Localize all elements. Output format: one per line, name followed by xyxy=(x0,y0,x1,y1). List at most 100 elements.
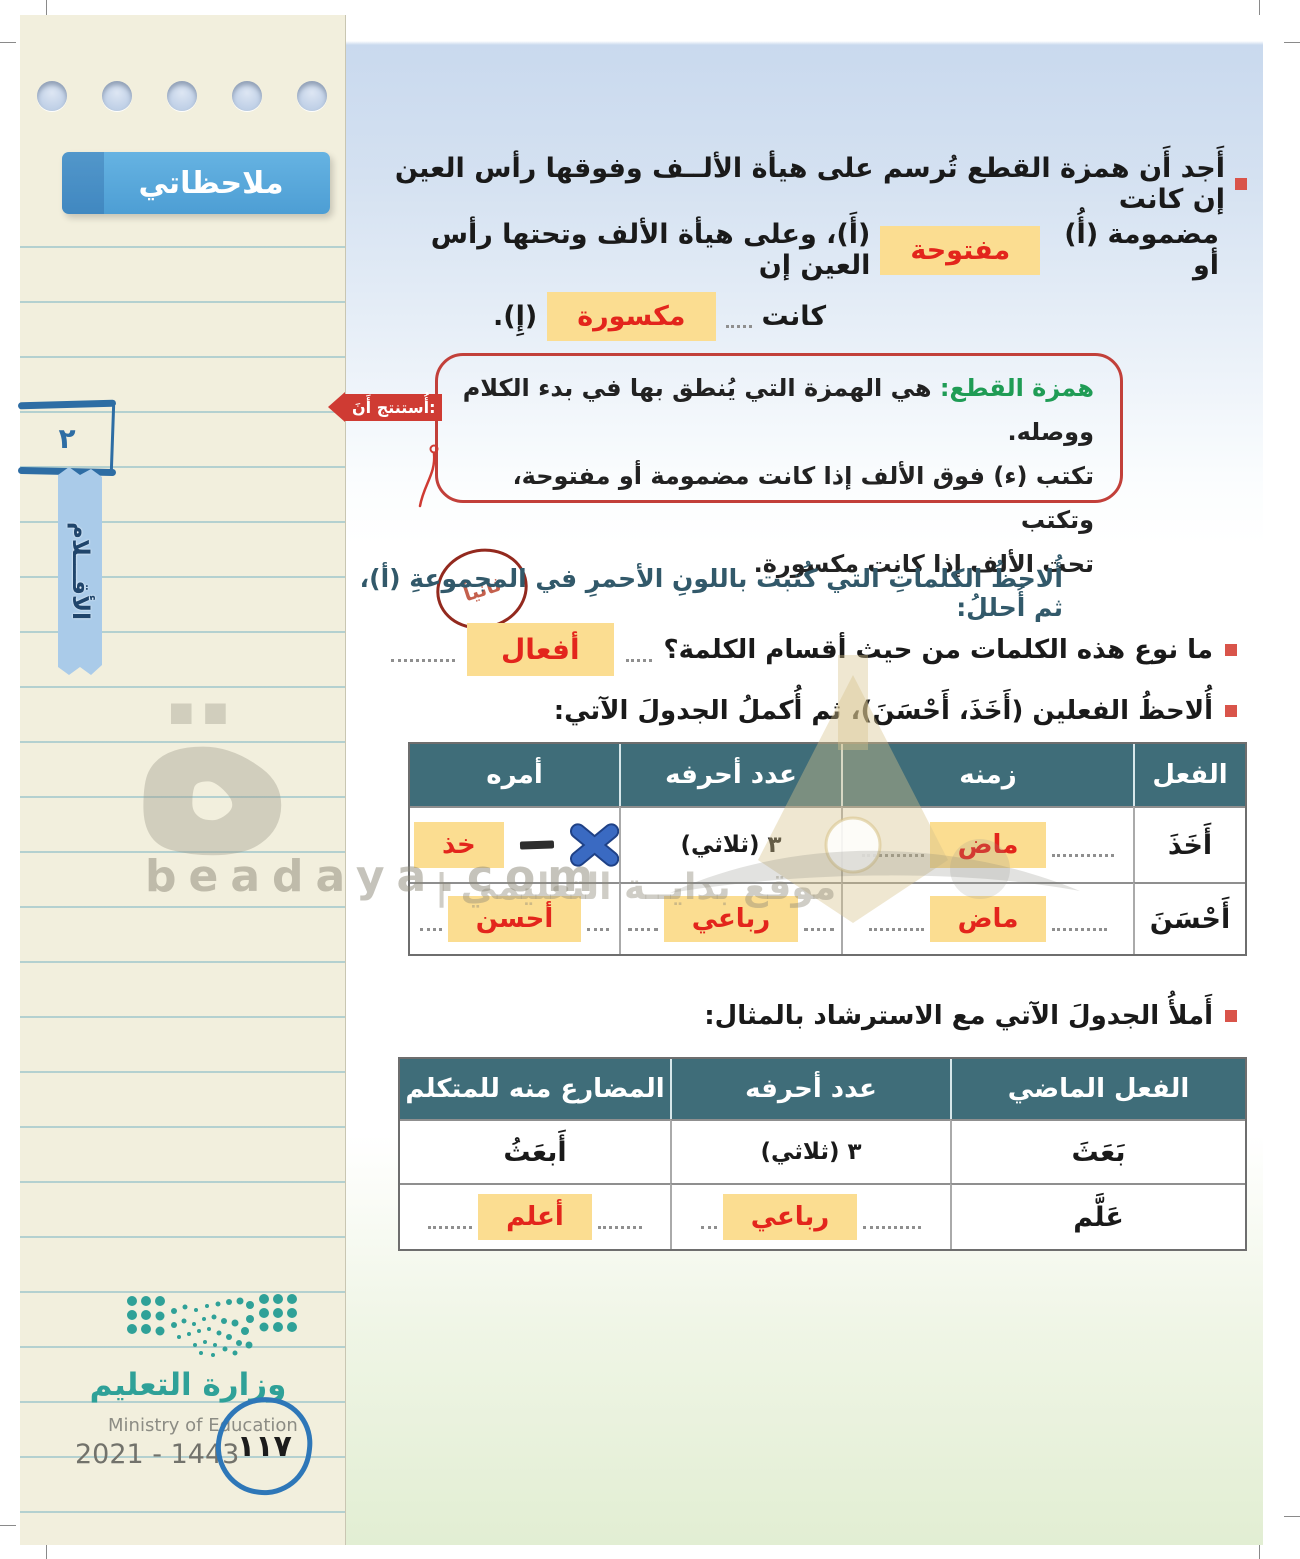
table-cell-verb: أَحْسَنَ xyxy=(1133,882,1245,954)
table-cell-letters: ٣ (ثلاثي) xyxy=(619,806,841,882)
decorative-squiggle-icon xyxy=(418,444,439,508)
table-cell-present: أَبعَثُ xyxy=(400,1119,670,1183)
dotted-line xyxy=(700,1223,717,1229)
answer-highlight: أعلم xyxy=(478,1194,592,1240)
fill-table-prompt: أَملأُ الجدولَ الآتي مع الاسترشاد بالمثا… xyxy=(704,1001,1237,1031)
dotted-line xyxy=(587,925,610,931)
intro-line2-post: (أَ)، وعلى هيأة الألف وتحتها رأس العين إ… xyxy=(430,219,871,281)
observe-words-heading: أُلاحظُ الكلماتِ التي كُتبت باللونِ الأح… xyxy=(359,564,1063,622)
crop-mark xyxy=(0,42,16,43)
column-header: زمنه xyxy=(841,744,1133,806)
past-present-table: الفعل الماضي عدد أحرفه المضارع منه للمتك… xyxy=(398,1057,1247,1251)
scanned-page: ملاحظاتي ٢ الأقـــلام ة xyxy=(17,15,1263,1545)
answer-highlight: أحسن xyxy=(447,896,582,942)
answer-highlight: رباعي xyxy=(722,1194,858,1240)
watermark-site-arabic: موقع بدايــة التعليمي | xyxy=(435,867,837,908)
observe-verbs-text: أُلاحظُ الفعلين (أَخَذَ، أَحْسَنَ)، ثم أ… xyxy=(553,696,1213,726)
dotted-line xyxy=(868,925,924,931)
dotted-line xyxy=(391,656,455,662)
punch-hole-icon xyxy=(297,81,327,111)
table-cell-imperative: خذ xyxy=(410,806,619,882)
column-header: عدد أحرفه xyxy=(670,1059,950,1119)
unit-number: ٢ xyxy=(58,421,76,455)
crop-mark xyxy=(1284,1516,1300,1517)
dotted-line xyxy=(1052,925,1108,931)
ministry-of-education-logo-icon xyxy=(127,1294,297,1357)
table-cell-letters: رباعي xyxy=(619,882,841,954)
column-header: عدد أحرفه xyxy=(619,744,841,806)
punch-hole-icon xyxy=(102,81,132,111)
rule-line1: تكتب (ء) فوق الألف إذا كانت مضمومة أو مف… xyxy=(512,462,1094,534)
arrow-tip xyxy=(328,392,345,422)
table-cell-past: بَعَثَ xyxy=(950,1119,1245,1183)
dash-mark-icon xyxy=(519,840,554,850)
table-cell-letters: ٣ (ثلاثي) xyxy=(670,1119,950,1183)
answer-highlight: رباعي xyxy=(663,896,799,942)
intro-line3-post: (إِ). xyxy=(493,300,538,332)
dotted-line xyxy=(627,925,658,931)
dotted-line xyxy=(625,656,652,662)
watermark-letter: ة xyxy=(130,588,296,914)
dotted-line xyxy=(863,1223,922,1229)
lesson-content: أَجد أَن همزة القطع تُرسم على هيأة الألـ… xyxy=(328,15,1263,1545)
dotted-line xyxy=(1052,851,1115,857)
dotted-line xyxy=(804,925,835,931)
dotted-line xyxy=(597,1223,642,1229)
table-cell-verb: أَخَذَ xyxy=(1133,806,1245,882)
unit-title-ribbon: الأقـــلام xyxy=(58,467,102,675)
question-line: ما نوع هذه الكلمات من حيث أقسام الكلمة؟ … xyxy=(391,623,1237,676)
bullet-square-icon xyxy=(1235,178,1247,190)
crop-mark xyxy=(0,1525,16,1526)
cross-mark-icon xyxy=(569,823,619,867)
my-notes-label: ملاحظاتي xyxy=(138,165,284,201)
table-cell-imperative: أحسن xyxy=(410,882,619,954)
fill-table-text: أَملأُ الجدولَ الآتي مع الاسترشاد بالمثا… xyxy=(704,1001,1213,1031)
dotted-line xyxy=(861,851,924,857)
punch-hole-icon xyxy=(37,81,67,111)
punch-hole-icon xyxy=(167,81,197,111)
column-header: الفعل xyxy=(1133,744,1245,806)
ministry-name-arabic: وزارة التعليم xyxy=(89,1367,287,1403)
edition-years: 2021 - 1443 xyxy=(75,1439,240,1470)
conclusion-arrow-label: أُستنتج أَنَ: xyxy=(345,393,443,421)
bullet-square-icon xyxy=(1225,1010,1237,1022)
answer-highlight: ماض xyxy=(929,896,1047,942)
crop-mark xyxy=(46,1534,47,1559)
watermark-site-url: beadaya.com xyxy=(145,851,606,902)
intro-line1: أَجد أَن همزة القطع تُرسم على هيأة الألـ… xyxy=(394,153,1225,215)
answer-highlight: مفتوحة xyxy=(880,225,1041,275)
intro-line3-pre: كانت xyxy=(761,300,827,332)
conclusion-box: همزة القطع: هي الهمزة التي يُنطق بها في … xyxy=(328,353,1123,578)
answer-highlight: خذ xyxy=(414,822,504,868)
dotted-line xyxy=(725,322,752,328)
verbs-analysis-table: الفعل زمنه عدد أحرفه أمره أَخَذَ ماض ٣ (… xyxy=(408,742,1247,956)
answer-highlight: مكسورة xyxy=(547,291,716,341)
table-cell-past: عَلَّم xyxy=(950,1183,1245,1249)
term-hamzat-alqat: همزة القطع: xyxy=(939,374,1094,402)
unit-number-box: ٢ xyxy=(17,399,117,477)
table-cell-tense: ماض xyxy=(841,806,1133,882)
my-notes-tab: ملاحظاتي xyxy=(62,152,330,214)
column-header: أمره xyxy=(410,744,619,806)
ministry-name-english: Ministry of Education xyxy=(108,1415,298,1436)
crop-mark xyxy=(1284,42,1300,43)
column-header: المضارع منه للمتكلم xyxy=(400,1059,670,1119)
table-cell-letters: رباعي xyxy=(670,1183,950,1249)
answer-highlight: ماض xyxy=(929,822,1047,868)
column-header: الفعل الماضي xyxy=(950,1059,1245,1119)
bullet-square-icon xyxy=(1225,705,1237,717)
table-cell-present: أعلم xyxy=(400,1183,670,1249)
unit-title-label: الأقـــلام xyxy=(67,522,94,620)
conclusion-arrow-icon: أُستنتج أَنَ: xyxy=(328,392,443,422)
punch-hole-icon xyxy=(232,81,262,111)
page-number: ١١٧ xyxy=(236,1428,292,1464)
bullet-square-icon xyxy=(1225,643,1237,656)
dotted-line xyxy=(428,1223,473,1229)
dotted-line xyxy=(419,925,442,931)
intro-line2-pre: مضمومة (أُ) أو xyxy=(1064,219,1219,281)
observe-verbs-line: أُلاحظُ الفعلين (أَخَذَ، أَحْسَنَ)، ثم أ… xyxy=(554,696,1237,726)
answer-highlight: أفعال xyxy=(467,623,614,676)
intro-paragraph: أَجد أَن همزة القطع تُرسم على هيأة الألـ… xyxy=(373,151,1247,349)
rule-line2: تحت الألف إذا كانت مكسورة. xyxy=(753,550,1094,578)
